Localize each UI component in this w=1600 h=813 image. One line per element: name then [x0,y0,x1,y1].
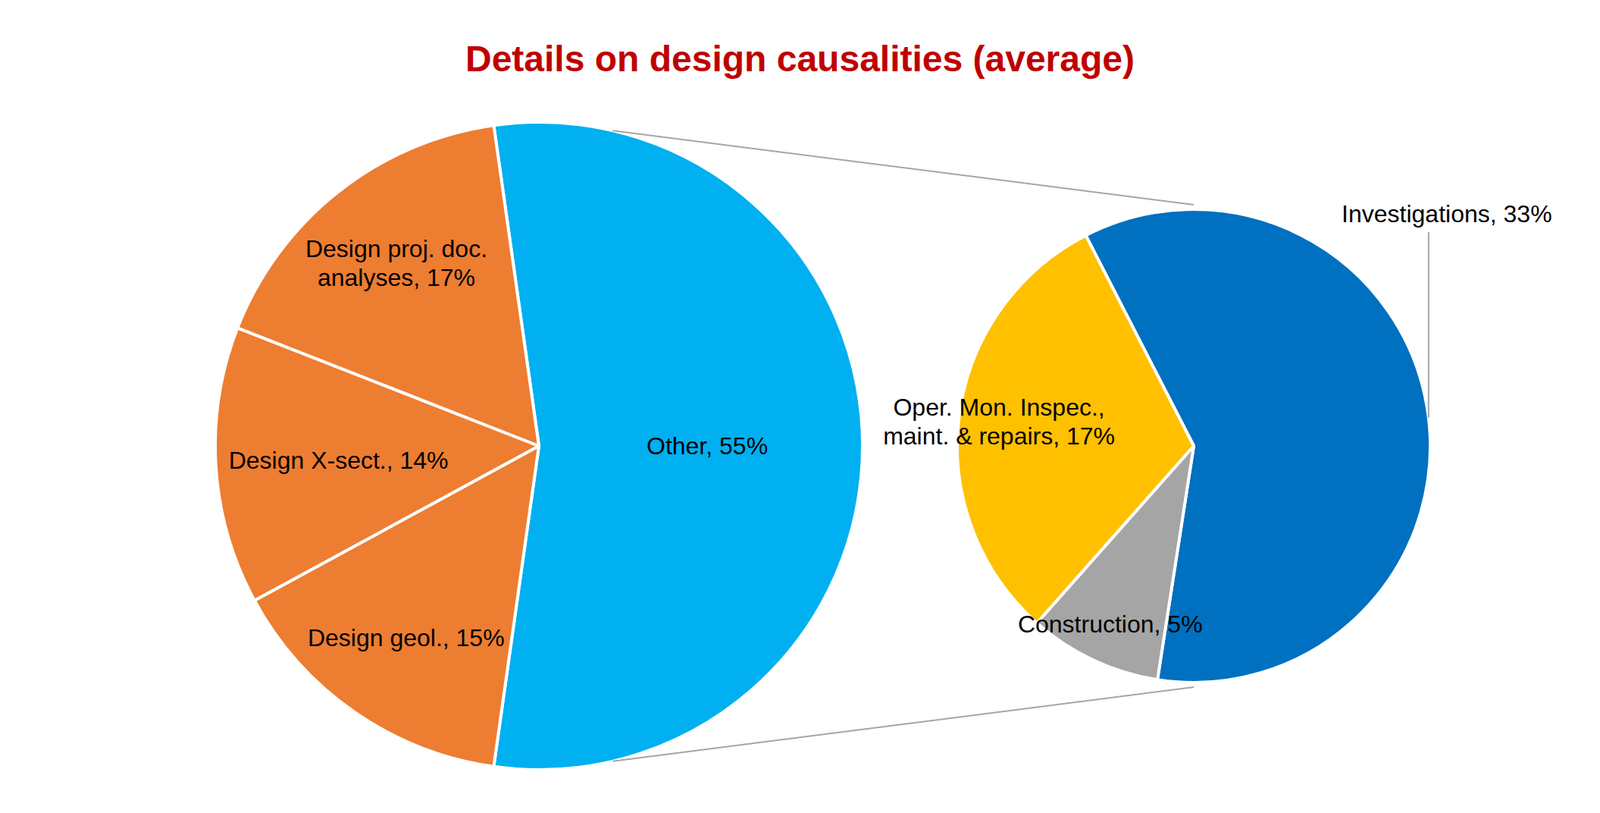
label-part: 33% [1503,200,1553,228]
label-line: Oper. Mon. Inspec., [892,393,1105,421]
label-line: Design X-sect., 14% [228,446,449,474]
label-part: 14% [399,446,448,474]
label-line: Investigations, 33% [1341,200,1552,228]
data-labels: Other, 55% Design geol., 15% Design X-sect… [228,200,1553,651]
label-separator: , [1052,422,1067,450]
data-label: Construction, 5% [1017,610,1203,638]
label-separator: , [442,623,457,652]
label-part: 17% [426,263,476,292]
label-separator: , [1490,200,1504,228]
chart-title: Details on design causalities (average) [465,38,1135,79]
chart-container: Details on design causalities (average) O… [0,0,1600,813]
pie-slices [215,122,863,770]
label-line: analyses, 17% [317,263,476,292]
label-part: 55% [719,432,768,460]
label-part: Design proj. doc. [305,234,488,263]
label-line: Design proj. doc. [305,234,488,263]
label-part: analyses [317,263,414,292]
pie-slice [237,125,539,446]
label-part: Construction [1017,610,1155,638]
connector-line [612,130,1194,205]
label-part: maint. & repairs [882,422,1053,450]
chart-svg: Details on design causalities (average) O… [0,0,1600,813]
label-part: Other [646,432,708,460]
data-label: Other, 55% [646,432,768,460]
data-label: Design X-sect., 14% [228,446,449,474]
label-part: Investigations [1341,200,1491,228]
label-line: maint. & repairs, 17% [882,422,1115,450]
label-part: Design X-sect. [228,446,387,474]
label-separator: , [705,432,720,460]
data-label: Design proj. doc.analyses, 17% [305,234,488,292]
data-label: Design geol., 15% [307,623,505,652]
label-part: 15% [456,623,505,652]
label-separator: , [413,263,427,292]
label-part: 17% [1066,422,1115,450]
connectors [612,130,1194,761]
pie-slice [493,122,863,770]
label-line: Construction, 5% [1017,610,1203,638]
label-line: Other, 55% [646,432,768,460]
label-separator: , [1154,610,1168,638]
label-part: Design geol. [307,623,443,652]
label-separator: , [386,446,401,474]
connector-line [612,686,1194,761]
leader-line [1427,231,1430,417]
label-part: 5% [1167,610,1203,638]
data-label: Oper. Mon. Inspec.,maint. & repairs, 17% [882,393,1115,450]
label-line: Design geol., 15% [307,623,505,652]
label-part: Oper. Mon. Inspec., [892,393,1105,421]
data-label: Investigations, 33% [1341,200,1552,228]
